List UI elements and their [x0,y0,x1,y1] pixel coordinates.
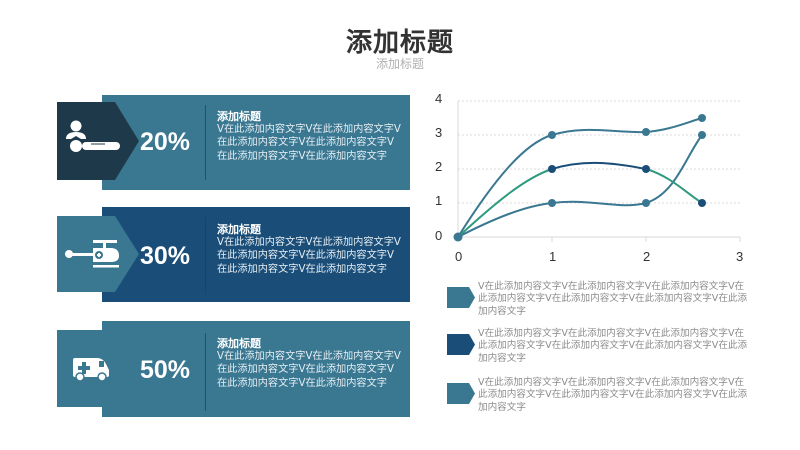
card-panel [102,95,410,190]
page-title: 添加标题 [345,28,454,58]
legend-item-2: V在此添加内容文字V在此添加内容文字V在此添加内容文字V在此添加内容文字V在此添… [447,328,757,372]
card-heading: 添加标题 [217,110,261,123]
legend-text: V在此添加内容文字V在此添加内容文字V在此添加内容文字V在此添加内容文字V在此添… [478,377,748,413]
card-panel [102,321,410,417]
card-body: V在此添加内容文字V在此添加内容文字V在此添加内容文字V在此添加内容文字V在此添… [217,124,401,162]
x-tick: 2 [643,249,651,264]
series-2-markers [548,165,706,207]
card-side-block [57,330,139,407]
series-1-markers [548,114,706,139]
divider [205,333,206,411]
y-tick: 4 [435,91,443,106]
origin-marker [453,232,463,242]
y-tick: 2 [435,159,443,174]
series-1-line [457,117,703,238]
series-2-line-b [551,161,647,170]
card-panel [102,207,410,302]
series-2-line-c [645,168,703,204]
divider [205,217,206,294]
arrow-marker-icon [447,287,475,308]
series-3-markers [548,131,706,207]
percent-value: 30% [140,242,191,270]
arrow-marker-icon [447,334,475,355]
page-subtitle: 添加标题 [375,57,424,71]
card-text: 添加标题 V在此添加内容文字V在此添加内容文字V在此添加内容文字V在此添加内容文… [217,337,403,390]
percent-value: 20% [140,128,191,156]
x-tick: 0 [455,249,463,264]
gridlines [458,100,740,204]
helicopter-icon [65,240,119,268]
x-tick: 1 [549,249,557,264]
chart-plot-area [453,100,741,242]
y-tick: 1 [435,193,443,208]
card-body: V在此添加内容文字V在此添加内容文字V在此添加内容文字V在此添加内容文字V在此添… [217,351,401,389]
ambulance-icon [73,358,109,382]
card-heading: 添加标题 [217,223,261,236]
cpr-person-icon [66,120,120,152]
percent-value: 50% [140,356,191,384]
card-side-block [57,216,139,292]
x-tick: 3 [736,249,744,264]
legend-item-1: V在此添加内容文字V在此添加内容文字V在此添加内容文字V在此添加内容文字V在此添… [447,281,757,325]
arrow-marker-icon [447,383,475,404]
card-heading: 添加标题 [217,337,261,350]
legend-text: V在此添加内容文字V在此添加内容文字V在此添加内容文字V在此添加内容文字V在此添… [478,281,748,317]
card-text: 添加标题 V在此添加内容文字V在此添加内容文字V在此添加内容文字V在此添加内容文… [217,223,403,276]
card-side-block [57,102,139,180]
series-2-line-a [457,168,553,238]
legend-text: V在此添加内容文字V在此添加内容文字V在此添加内容文字V在此添加内容文字V在此添… [478,328,748,364]
series-3-line [457,134,703,238]
legend-item-3: V在此添加内容文字V在此添加内容文字V在此添加内容文字V在此添加内容文字V在此添… [447,377,757,421]
divider [205,105,206,180]
card-text: 添加标题 V在此添加内容文字V在此添加内容文字V在此添加内容文字V在此添加内容文… [217,110,403,163]
line-chart: 4 3 2 1 0 0 1 2 3 [425,88,760,273]
y-tick: 0 [435,228,443,243]
y-tick: 3 [435,125,443,140]
card-body: V在此添加内容文字V在此添加内容文字V在此添加内容文字V在此添加内容文字V在此添… [217,237,401,275]
